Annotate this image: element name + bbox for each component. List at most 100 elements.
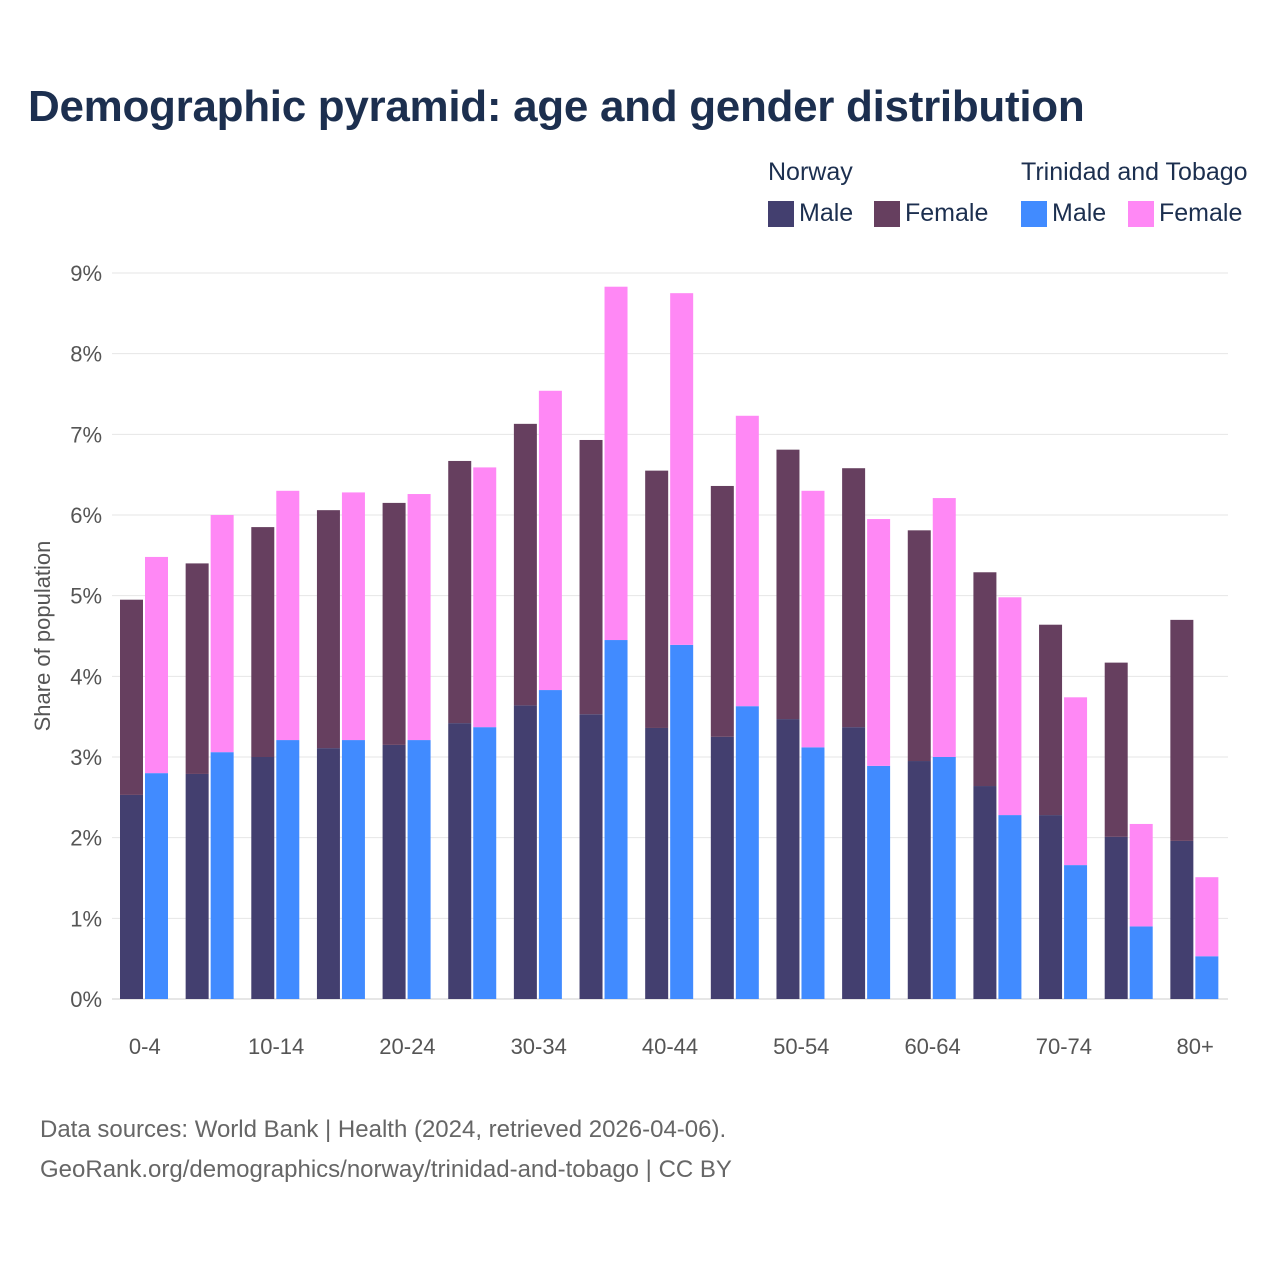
legend-item-norway-male[interactable]: Male: [768, 199, 853, 228]
legend-swatch: [1021, 200, 1047, 227]
bar-trinidad-and-tobago-male: [145, 773, 168, 999]
bar-trinidad-and-tobago-male: [1129, 926, 1153, 999]
legend-swatch: [874, 200, 900, 227]
bar-norway-male: [645, 727, 669, 999]
bar-trinidad-and-tobago-male: [867, 765, 891, 999]
y-tick-label: 4%: [70, 664, 102, 689]
footer-url: GeoRank.org/demographics/norway/trinidad…: [40, 1156, 732, 1183]
legend-title-tt: Trinidad and Tobago: [1021, 158, 1248, 186]
bar-norway-female: [185, 563, 209, 774]
y-tick-label: 3%: [70, 745, 102, 770]
bar-norway-male: [448, 723, 472, 999]
bar-norway-female: [513, 423, 537, 706]
bar-trinidad-and-tobago-male: [801, 747, 825, 999]
bar-trinidad-and-tobago-male: [276, 740, 300, 999]
bar-trinidad-and-tobago-male: [473, 727, 497, 999]
bar-norway-male: [513, 705, 537, 999]
bar-norway-male: [907, 761, 931, 999]
bar-trinidad-and-tobago-female: [145, 556, 168, 774]
bar-trinidad-and-tobago-female: [210, 515, 234, 753]
bar-norway-female: [645, 470, 669, 728]
bar-norway-female: [579, 439, 603, 715]
legend-item-tt-female[interactable]: Female: [1128, 199, 1242, 228]
x-tick-label: 40-44: [642, 1034, 698, 1059]
bar-norway-female: [1104, 662, 1128, 837]
y-tick-label: 9%: [70, 261, 102, 286]
bar-trinidad-and-tobago-female: [1129, 823, 1153, 927]
bar-norway-male: [185, 773, 209, 999]
bar-norway-female: [1170, 619, 1194, 841]
bar-trinidad-and-tobago-female: [867, 519, 891, 766]
bar-trinidad-and-tobago-female: [998, 597, 1022, 816]
y-axis-label: Share of population: [30, 541, 55, 732]
bar-norway-female: [907, 530, 931, 762]
bar-trinidad-and-tobago-male: [998, 815, 1022, 999]
bar-norway-female: [842, 468, 866, 728]
bar-norway-female: [120, 599, 143, 795]
bar-norway-male: [382, 744, 406, 999]
bar-trinidad-and-tobago-female: [1195, 877, 1219, 957]
bar-trinidad-and-tobago-female: [670, 293, 694, 645]
bar-norway-male: [316, 748, 340, 999]
legend-label: Male: [799, 199, 854, 227]
bar-trinidad-and-tobago-female: [735, 415, 759, 707]
bar-trinidad-and-tobago-female: [473, 467, 497, 728]
y-tick-label: 6%: [70, 503, 102, 528]
legend-item-tt-male[interactable]: Male: [1021, 199, 1106, 228]
bar-trinidad-and-tobago-male: [1195, 956, 1219, 999]
bar-norway-female: [251, 527, 275, 757]
bar-trinidad-and-tobago-male: [210, 752, 234, 999]
legend-item-norway-female[interactable]: Female: [874, 199, 988, 228]
bar-trinidad-and-tobago-male: [604, 640, 628, 999]
legend-swatch: [1128, 200, 1154, 227]
bar-norway-male: [120, 794, 143, 999]
footer-source: Data sources: World Bank | Health (2024,…: [40, 1116, 727, 1143]
bar-trinidad-and-tobago-female: [341, 492, 365, 741]
bar-norway-female: [382, 502, 406, 745]
x-tick-label: 80+: [1177, 1034, 1214, 1059]
bar-trinidad-and-tobago-female: [932, 498, 956, 757]
bar-norway-female: [710, 485, 734, 737]
legend-swatch: [768, 200, 794, 227]
bar-trinidad-and-tobago-female: [604, 286, 628, 641]
x-tick-label: 50-54: [773, 1034, 829, 1059]
legend-label: Male: [1052, 199, 1107, 227]
bar-trinidad-and-tobago-male: [341, 740, 365, 999]
bar-norway-female: [1039, 624, 1063, 816]
bar-trinidad-and-tobago-female: [801, 490, 825, 748]
x-tick-label: 30-34: [511, 1034, 567, 1059]
legend-title-norway: Norway: [768, 158, 853, 186]
bar-trinidad-and-tobago-male: [538, 690, 562, 999]
x-tick-label: 10-14: [248, 1034, 304, 1059]
bar-trinidad-and-tobago-female: [1064, 697, 1088, 866]
chart-title: Demographic pyramid: age and gender dist…: [28, 82, 1085, 131]
bar-norway-male: [251, 757, 275, 999]
bar-norway-male: [710, 736, 734, 999]
bar-trinidad-and-tobago-female: [407, 494, 431, 741]
legend-label: Female: [905, 199, 989, 227]
y-tick-label: 5%: [70, 584, 102, 609]
bar-norway-male: [579, 714, 603, 999]
bar-norway-male: [1170, 840, 1194, 999]
x-tick-label: 0-4: [129, 1034, 161, 1059]
bar-norway-male: [776, 719, 800, 999]
bar-trinidad-and-tobago-male: [670, 644, 694, 999]
bar-norway-male: [1039, 815, 1063, 999]
bar-trinidad-and-tobago-female: [538, 390, 562, 691]
bar-trinidad-and-tobago-male: [932, 757, 956, 999]
bar-trinidad-and-tobago-male: [1064, 865, 1088, 999]
bar-norway-female: [973, 572, 997, 787]
bar-norway-female: [776, 449, 800, 720]
bar-trinidad-and-tobago-male: [407, 740, 431, 999]
y-tick-label: 2%: [70, 826, 102, 851]
y-tick-label: 7%: [70, 422, 102, 447]
y-tick-label: 1%: [70, 906, 102, 931]
bar-norway-female: [316, 510, 340, 749]
y-tick-label: 0%: [70, 987, 102, 1012]
y-tick-label: 8%: [70, 342, 102, 367]
x-tick-label: 70-74: [1036, 1034, 1092, 1059]
legend-label: Female: [1159, 199, 1243, 227]
bar-norway-female: [448, 460, 472, 724]
bar-trinidad-and-tobago-male: [735, 706, 759, 999]
bar-norway-male: [842, 727, 866, 999]
